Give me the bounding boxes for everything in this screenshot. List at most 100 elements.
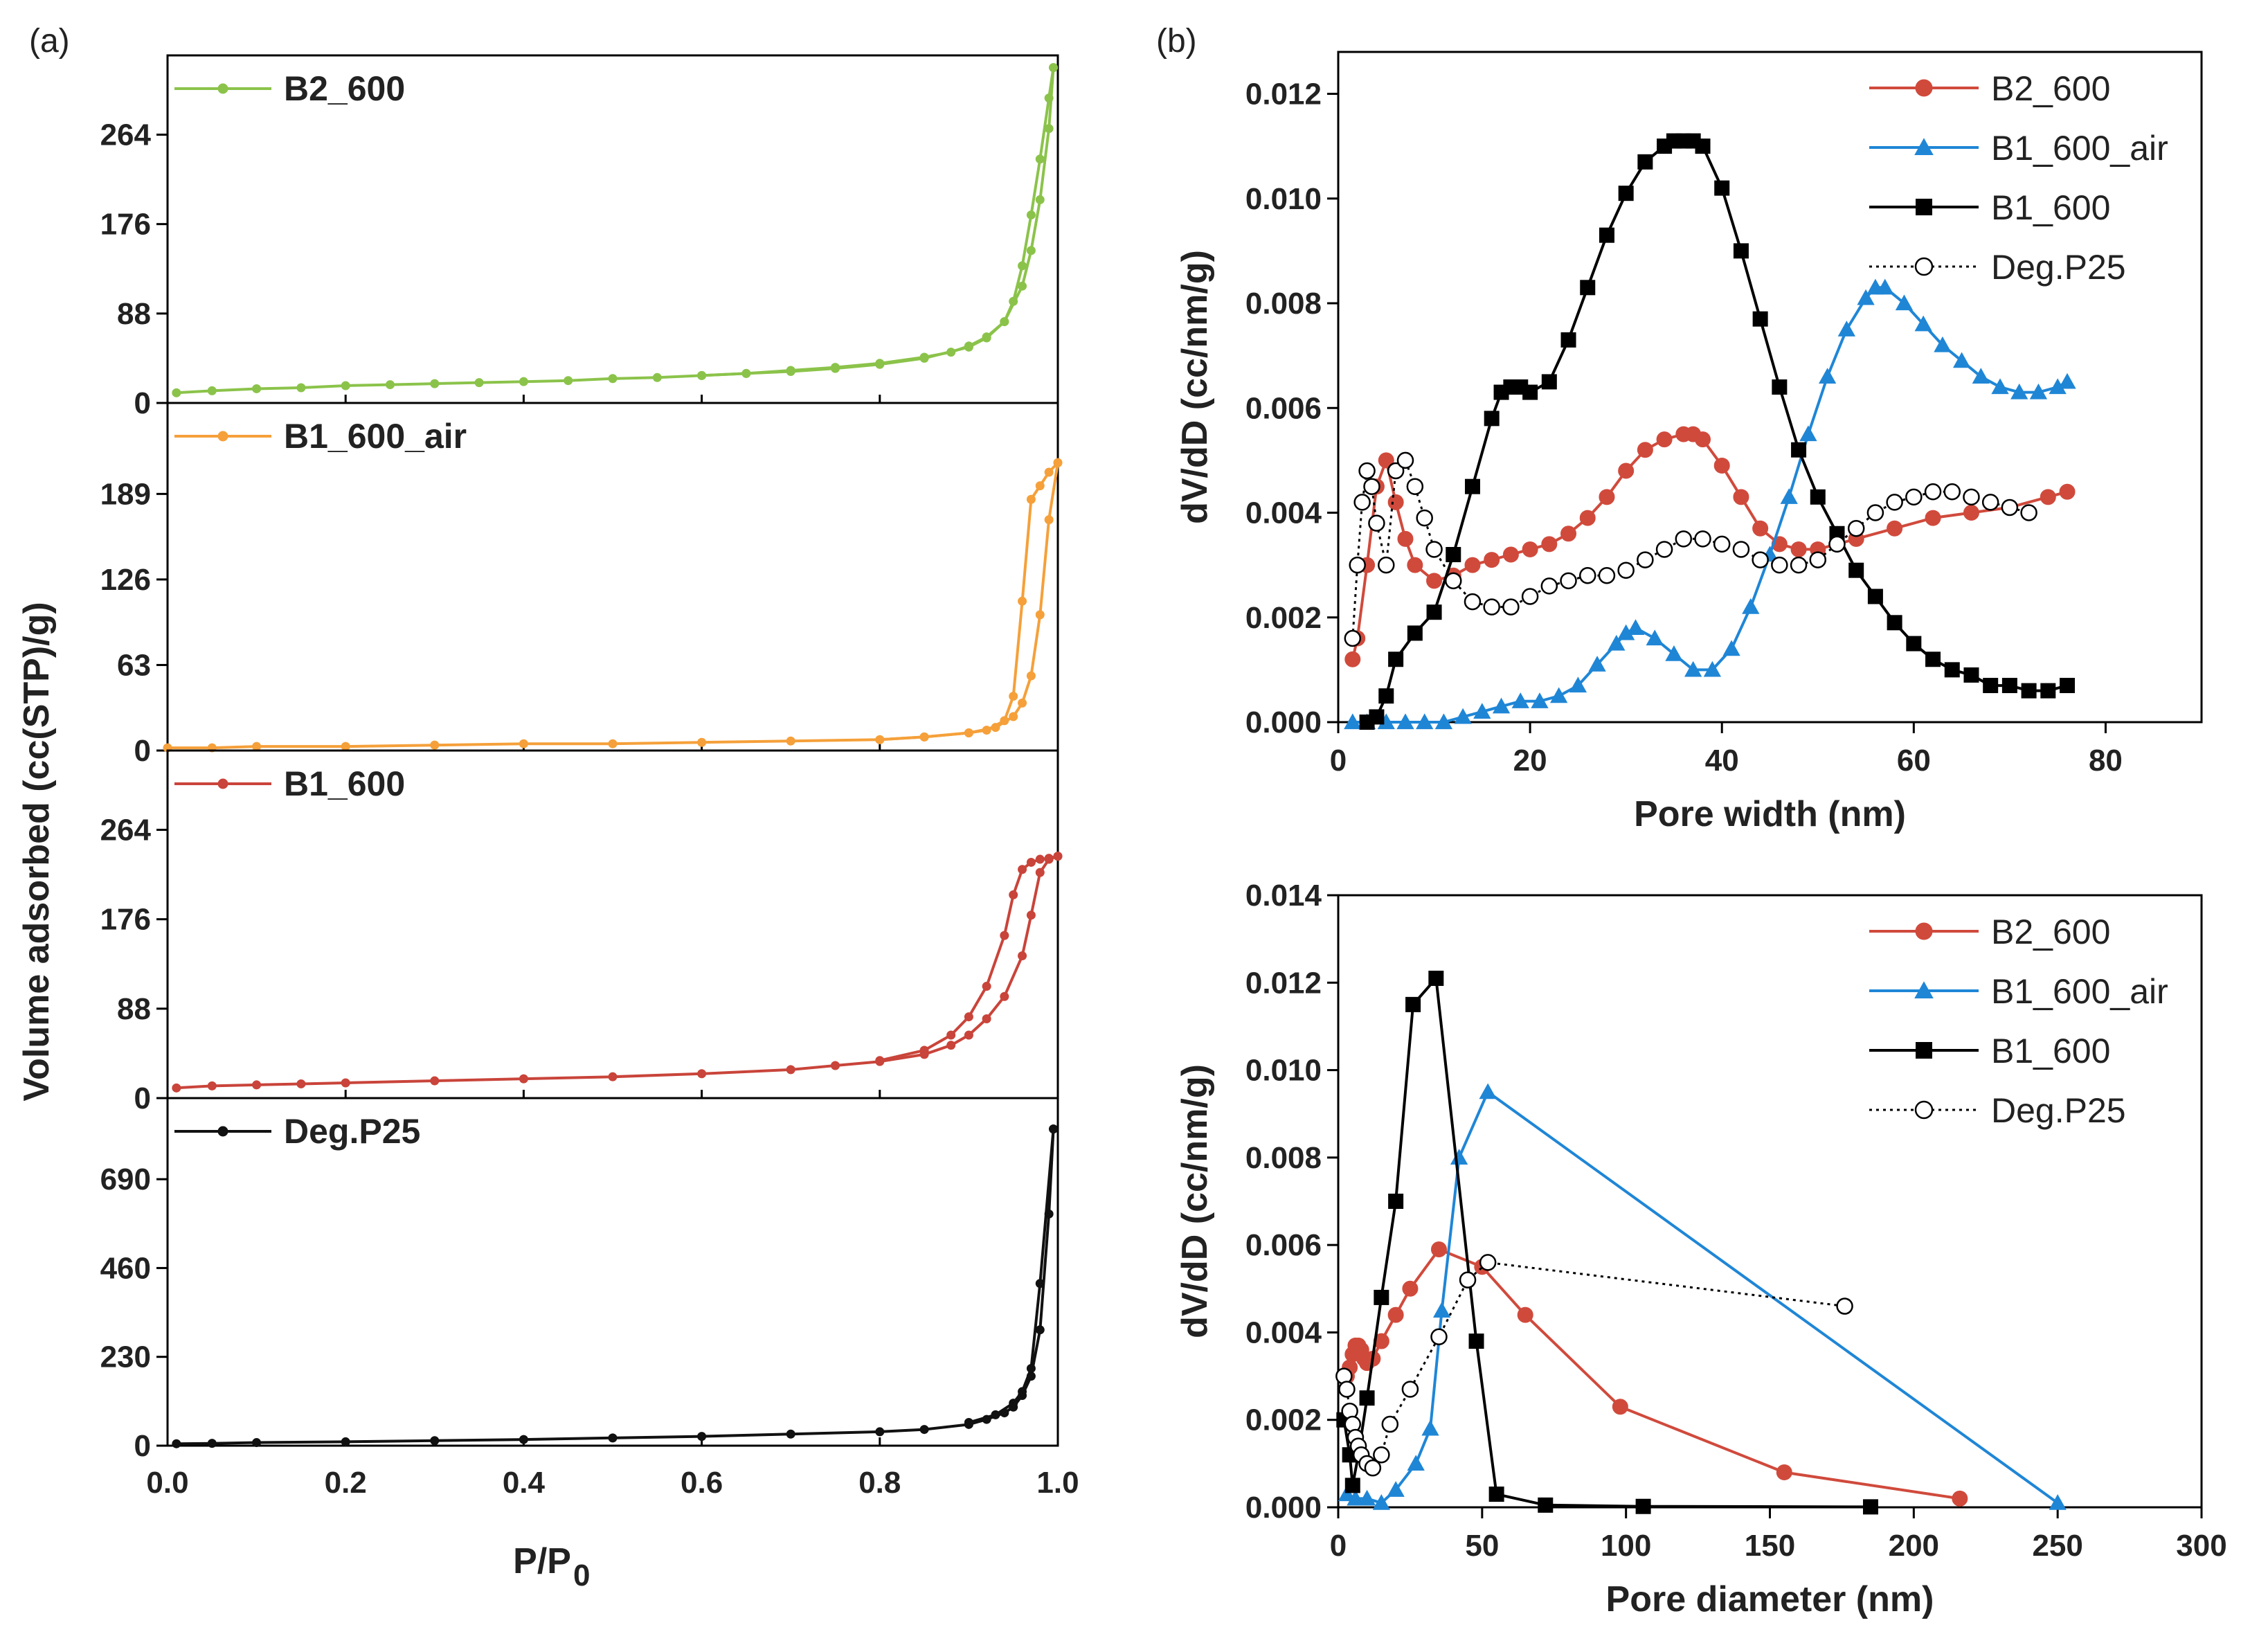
data-point-deg-p25: [1617, 562, 1635, 579]
x-tick-label: 0.0: [146, 1466, 188, 1500]
y-tick-label: 0.002: [1245, 601, 1322, 635]
data-point-deg-p25: [1771, 556, 1788, 574]
data-point-b1-600-air: [1684, 661, 1702, 677]
data-point-b1-600-air: [2010, 383, 2028, 399]
data-point-deg-p25: [1378, 556, 1395, 574]
data-point: [608, 1433, 618, 1443]
y-tick-label: 264: [100, 118, 152, 152]
data-point-deg-p25: [2020, 504, 2037, 521]
data-point-b1-600: [1733, 243, 1749, 259]
data-point: [430, 740, 440, 750]
data-point-b1-600-air: [1347, 1489, 1365, 1506]
legend-label: Deg.P25: [284, 1112, 420, 1151]
data-point-deg-p25: [1790, 556, 1808, 574]
panel-b-tag: (b): [1156, 23, 1197, 60]
data-point: [982, 726, 991, 735]
y-tick-label: 176: [100, 208, 151, 242]
data-point: [1009, 1399, 1018, 1408]
data-point-b2-600: [1733, 489, 1749, 505]
data-point: [982, 1014, 991, 1024]
data-point: [1035, 481, 1045, 491]
data-point-b1-600-air: [1617, 624, 1635, 640]
data-point-b1-600: [1484, 411, 1500, 427]
data-point: [608, 374, 618, 384]
data-point-deg-p25: [1396, 451, 1414, 469]
data-point-b2-600: [1402, 1280, 1419, 1297]
data-point-deg-p25: [1483, 598, 1500, 616]
data-point-b1-600-air: [1952, 352, 1971, 368]
data-point-deg-p25: [1713, 535, 1731, 553]
y-tick-label: 690: [100, 1162, 151, 1196]
data-point-b1-600: [1810, 489, 1826, 505]
data-point: [946, 1030, 956, 1040]
legend-marker-b1-600-air: [1914, 138, 1934, 156]
data-point: [608, 1072, 618, 1081]
data-point-deg-p25: [1363, 478, 1380, 495]
y-tick-label: 0.002: [1245, 1403, 1322, 1437]
data-point-b2-600: [1484, 552, 1500, 568]
data-point-b1-600: [1388, 1194, 1404, 1209]
data-point-deg-p25: [1445, 572, 1462, 590]
data-point-deg-p25: [1364, 1459, 1382, 1477]
data-point: [1035, 854, 1045, 864]
legend-label-b1-600-air: B1_600_air: [1991, 129, 2168, 168]
y-axis-title: dV/dD (cc/nm/g): [1175, 1064, 1215, 1338]
data-point: [252, 384, 262, 393]
data-point: [430, 1436, 440, 1446]
series-line-adsorption: [176, 854, 1059, 1090]
data-point-b2-600: [2059, 483, 2076, 500]
panel-a-xlabel: P/P 0: [513, 1541, 590, 1592]
x-tick-label: 0.4: [503, 1466, 546, 1500]
data-point: [1049, 63, 1059, 73]
data-point: [786, 1429, 795, 1439]
data-point: [1026, 671, 1036, 681]
data-point: [1000, 317, 1009, 327]
data-point-b1-600: [1867, 589, 1883, 604]
x-tick-label: 20: [1513, 744, 1547, 778]
data-point-b1-600: [1906, 636, 1922, 652]
data-point: [252, 1080, 262, 1090]
data-point-b1-600: [1635, 1498, 1651, 1514]
data-point: [875, 1427, 885, 1437]
legend-label-b1-600: B1_600: [1991, 1032, 2110, 1070]
data-point: [875, 1056, 885, 1066]
data-point: [831, 363, 840, 372]
x-tick-label: 0.8: [858, 1466, 901, 1500]
data-point-b2-600: [1407, 557, 1423, 573]
data-point-b1-600-air: [1377, 713, 1395, 730]
data-point: [697, 370, 707, 380]
data-point-b1-600: [1925, 652, 1941, 667]
data-point-b1-600: [1580, 280, 1596, 296]
y-tick-label: 0: [134, 734, 151, 768]
data-point-b1-600: [1695, 138, 1711, 154]
y-tick-label: 0.010: [1245, 182, 1322, 216]
data-point-b1-600-air: [2029, 383, 2048, 399]
data-point-b1-600-air: [1473, 703, 1491, 719]
data-point: [697, 1432, 707, 1442]
data-point: [1026, 1363, 1036, 1373]
data-point-deg-p25: [1655, 541, 1673, 558]
data-point-b1-600-air: [1454, 708, 1472, 724]
data-point-b2-600: [1579, 510, 1596, 526]
y-tick-label: 0: [134, 1429, 151, 1463]
y-tick-label: 0.004: [1245, 1316, 1322, 1349]
y-axis-title: dV/dD (cc/nm/g): [1175, 250, 1215, 524]
data-point-deg-p25: [1540, 577, 1558, 595]
data-point: [172, 1083, 181, 1093]
data-point-b1-600: [1714, 180, 1730, 196]
legend-marker-b1-600: [1916, 1042, 1932, 1059]
data-point: [172, 1439, 181, 1448]
x-tick-label: 150: [1745, 1529, 1795, 1563]
data-point-b1-600: [1428, 970, 1444, 986]
data-point-deg-p25: [1809, 551, 1827, 568]
data-point-b1-600-air: [1818, 368, 1837, 384]
data-point: [1044, 854, 1054, 863]
data-point: [1044, 515, 1054, 525]
data-point: [919, 1425, 929, 1435]
y-tick-label: 0.008: [1245, 287, 1322, 321]
data-point-b1-600: [2001, 678, 2017, 694]
data-point-b1-600: [1538, 1497, 1554, 1513]
isotherm-plot-b2-600: 0 88 176 264 B2_600: [100, 54, 1059, 420]
data-point-b1-600-air: [1588, 656, 1606, 672]
data-point: [1026, 910, 1036, 920]
